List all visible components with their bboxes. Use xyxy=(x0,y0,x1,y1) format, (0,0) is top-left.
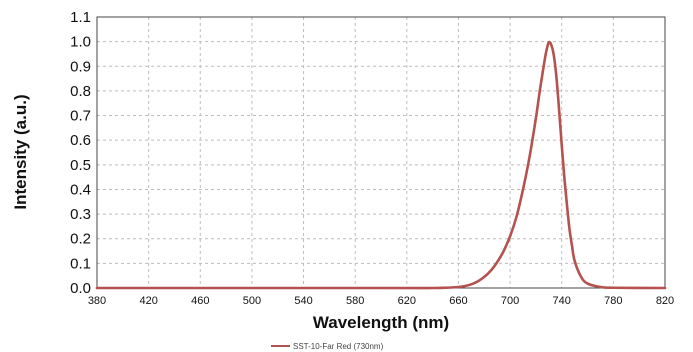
y-tick-label: 0.6 xyxy=(70,132,91,149)
x-tick-label: 660 xyxy=(449,295,467,307)
x-tick-label: 820 xyxy=(656,295,674,307)
x-axis-title: Wavelength (nm) xyxy=(313,313,449,332)
x-tick-label: 500 xyxy=(243,295,261,307)
y-tick-label: 0.5 xyxy=(70,157,91,174)
y-tick-label: 0.1 xyxy=(70,255,91,272)
x-tick-labels: 380 420 460 500 540 580 620 660 700 740 780 820 xyxy=(88,295,674,307)
x-tick-label: 380 xyxy=(88,295,106,307)
y-tick-label: 1.1 xyxy=(70,9,91,26)
y-tick-label: 0.2 xyxy=(70,231,91,248)
y-tick-label: 0.0 xyxy=(70,280,91,297)
y-tick-label: 0.3 xyxy=(70,206,91,223)
series-layer xyxy=(95,40,667,290)
legend-label: SST-10-Far Red (730nm) xyxy=(293,342,384,351)
grid-lines xyxy=(97,17,665,288)
x-tick-label: 780 xyxy=(604,295,622,307)
plot-frame xyxy=(96,16,666,289)
y-tick-label: 0.8 xyxy=(70,83,91,100)
y-tick-label: 0.9 xyxy=(70,58,91,75)
y-tick-label: 1.0 xyxy=(70,34,91,51)
y-tick-label: 0.7 xyxy=(70,108,91,125)
x-tick-label: 740 xyxy=(553,295,571,307)
legend: SST-10-Far Red (730nm) xyxy=(271,342,384,351)
y-tick-label: 0.4 xyxy=(70,181,91,198)
x-tick-label: 420 xyxy=(139,295,157,307)
x-tick-label: 460 xyxy=(191,295,209,307)
x-tick-label: 700 xyxy=(501,295,519,307)
y-axis-title: Intensity (a.u.) xyxy=(11,94,30,209)
x-tick-label: 540 xyxy=(294,295,312,307)
x-tick-label: 580 xyxy=(346,295,364,307)
series-line xyxy=(95,40,667,290)
y-tick-labels: 0.0 0.1 0.2 0.3 0.4 0.5 0.6 0.7 0.8 0.9 1.0 1.1 xyxy=(70,9,91,297)
x-tick-label: 620 xyxy=(398,295,416,307)
